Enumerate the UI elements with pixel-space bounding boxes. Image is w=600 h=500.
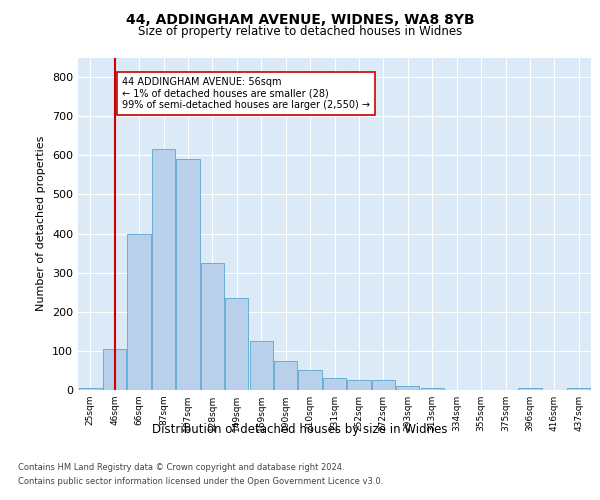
Bar: [323, 378, 346, 390]
Bar: [250, 341, 273, 390]
Bar: [347, 380, 371, 390]
Text: Contains public sector information licensed under the Open Government Licence v3: Contains public sector information licen…: [18, 478, 383, 486]
Bar: [201, 263, 224, 390]
Bar: [372, 380, 395, 390]
Bar: [152, 150, 175, 390]
Bar: [127, 234, 151, 390]
Text: Distribution of detached houses by size in Widnes: Distribution of detached houses by size …: [152, 422, 448, 436]
Bar: [298, 370, 322, 390]
Bar: [518, 388, 542, 390]
Text: Size of property relative to detached houses in Widnes: Size of property relative to detached ho…: [138, 25, 462, 38]
Bar: [103, 349, 126, 390]
Bar: [421, 388, 444, 390]
Bar: [396, 386, 419, 390]
Bar: [176, 159, 200, 390]
Text: 44, ADDINGHAM AVENUE, WIDNES, WA8 8YB: 44, ADDINGHAM AVENUE, WIDNES, WA8 8YB: [125, 12, 475, 26]
Bar: [79, 388, 102, 390]
Text: 44 ADDINGHAM AVENUE: 56sqm
← 1% of detached houses are smaller (28)
99% of semi-: 44 ADDINGHAM AVENUE: 56sqm ← 1% of detac…: [122, 77, 370, 110]
Bar: [225, 298, 248, 390]
Bar: [274, 360, 297, 390]
Bar: [567, 388, 590, 390]
Text: Contains HM Land Registry data © Crown copyright and database right 2024.: Contains HM Land Registry data © Crown c…: [18, 462, 344, 471]
Y-axis label: Number of detached properties: Number of detached properties: [37, 136, 46, 312]
